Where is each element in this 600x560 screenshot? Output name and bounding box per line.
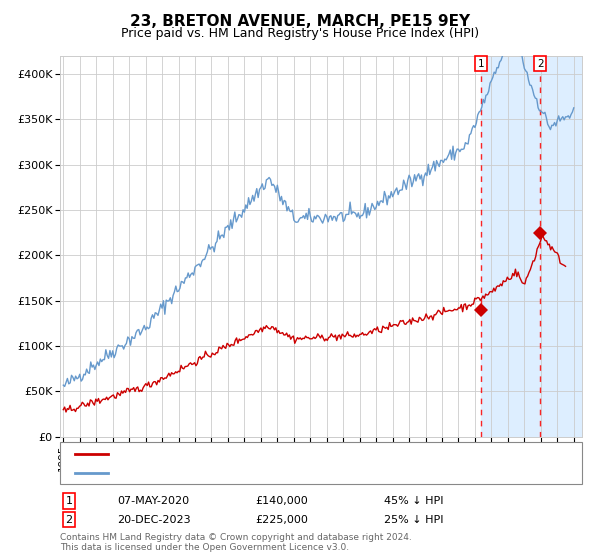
Text: 07-MAY-2020: 07-MAY-2020 — [117, 496, 189, 506]
Text: Price paid vs. HM Land Registry's House Price Index (HPI): Price paid vs. HM Land Registry's House … — [121, 27, 479, 40]
Text: 25% ↓ HPI: 25% ↓ HPI — [384, 515, 443, 525]
Text: HPI: Average price, detached house, Fenland: HPI: Average price, detached house, Fenl… — [114, 468, 364, 478]
Text: £140,000: £140,000 — [255, 496, 308, 506]
Bar — [541, 56, 582, 437]
Text: 2: 2 — [537, 59, 544, 69]
Text: 1: 1 — [478, 59, 484, 69]
Text: This data is licensed under the Open Government Licence v3.0.: This data is licensed under the Open Gov… — [60, 543, 349, 552]
Text: 1: 1 — [65, 496, 73, 506]
Text: £225,000: £225,000 — [255, 515, 308, 525]
Text: 20-DEC-2023: 20-DEC-2023 — [117, 515, 191, 525]
Text: 23, BRETON AVENUE, MARCH, PE15 9EY: 23, BRETON AVENUE, MARCH, PE15 9EY — [130, 14, 470, 29]
Bar — [481, 56, 582, 437]
Text: 45% ↓ HPI: 45% ↓ HPI — [384, 496, 443, 506]
Text: 2: 2 — [65, 515, 73, 525]
Text: Contains HM Land Registry data © Crown copyright and database right 2024.: Contains HM Land Registry data © Crown c… — [60, 533, 412, 542]
Text: 23, BRETON AVENUE, MARCH, PE15 9EY (detached house): 23, BRETON AVENUE, MARCH, PE15 9EY (deta… — [114, 449, 439, 459]
